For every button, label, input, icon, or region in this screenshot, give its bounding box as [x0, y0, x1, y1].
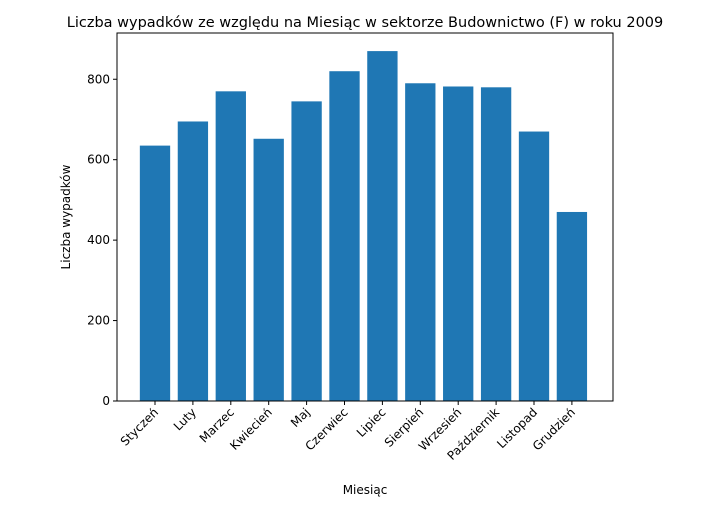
bar-listopad: [518, 131, 550, 402]
y-tick-label: 600: [87, 153, 110, 167]
x-tick-label: Lipiec: [354, 405, 389, 440]
y-tick-label: 0: [102, 394, 110, 408]
bar-wrzesień: [443, 86, 474, 402]
bar-październik: [480, 87, 512, 402]
y-axis-label: Liczba wypadków: [59, 164, 73, 269]
plot-frame: [116, 32, 614, 402]
bar-styczeń: [139, 145, 171, 401]
x-tick-label: Luty: [171, 405, 199, 433]
y-tick-label: 200: [87, 314, 110, 328]
bars-group: [139, 51, 588, 402]
bar-sierpień: [405, 83, 436, 402]
x-tick-label: Styczeń: [118, 405, 161, 448]
x-axis-label: Miesiąc: [343, 483, 388, 497]
chart-title: Liczba wypadków ze względu na Miesiąc w …: [67, 15, 664, 31]
bar-lipiec: [367, 51, 398, 401]
bar-marzec: [215, 91, 246, 401]
x-tick-label: Kwiecień: [227, 405, 275, 453]
bar-grudzień: [556, 211, 588, 401]
x-tick-label: Maj: [288, 405, 313, 430]
y-tick-label: 400: [87, 233, 110, 247]
y-axis-ticks: 0 200 400 600 800: [87, 72, 117, 408]
y-tick-label: 800: [87, 72, 110, 86]
bar-czerwiec: [329, 71, 360, 402]
bar-kwiecień: [253, 138, 284, 401]
bar-maj: [291, 101, 322, 402]
bar-luty: [177, 121, 209, 401]
